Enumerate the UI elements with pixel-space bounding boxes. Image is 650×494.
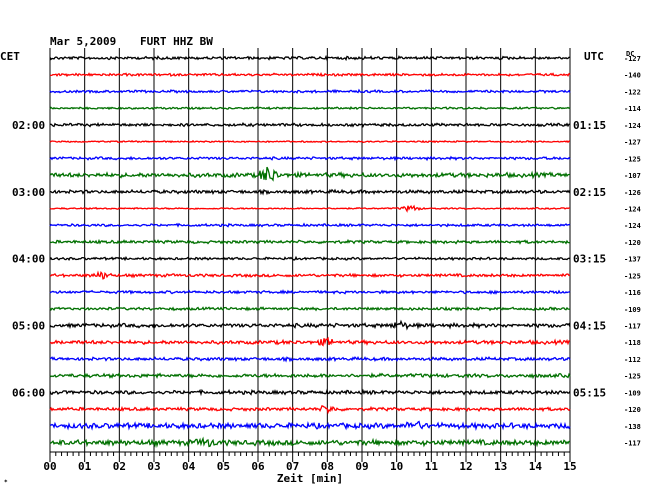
x-tick-label: 06 <box>251 460 265 473</box>
right-hour-label: 01:15 <box>573 119 606 132</box>
right-hour-label: 02:15 <box>573 186 606 199</box>
trace-row-19 <box>49 371 571 380</box>
trace-row-16 <box>49 319 571 331</box>
x-axis: 00 01 02 03 04 05 06 07 08 09 10 11 12 13 14 15 <box>43 451 577 473</box>
left-hour-label: 04:00 <box>12 253 45 266</box>
trace-row-4 <box>49 122 571 128</box>
dc-offset-label: -117 <box>624 323 641 331</box>
x-tick-label: 00 <box>43 460 56 473</box>
x-tick-label: 12 <box>459 460 472 473</box>
dc-offset-label: -125 <box>624 155 641 163</box>
trace-row-12 <box>49 255 571 262</box>
x-tick-label: 01 <box>78 460 92 473</box>
left-hour-label: 02:00 <box>12 119 45 132</box>
x-tick-label: 09 <box>355 460 368 473</box>
dc-offset-label: -120 <box>624 239 641 247</box>
trace-row-23 <box>49 436 571 448</box>
dc-offset-label: -122 <box>624 88 641 96</box>
x-tick-label: 05 <box>217 460 230 473</box>
right-hour-labels: 01:15 02:15 03:15 04:15 05:15 <box>573 119 606 400</box>
corner-mark: * <box>4 479 8 486</box>
trace-row-8 <box>49 188 571 196</box>
trace-group <box>49 54 571 448</box>
left-hour-labels: 02:00 03:00 04:00 05:00 06:00 <box>12 119 45 400</box>
trace-row-13 <box>49 270 571 280</box>
x-tick-label: 15 <box>563 460 576 473</box>
left-hour-label: 06:00 <box>12 386 45 399</box>
x-axis-title: Zeit [min] <box>277 472 343 485</box>
trace-row-2 <box>49 88 571 95</box>
trace-row-9 <box>49 204 571 213</box>
trace-row-14 <box>49 289 571 295</box>
dc-offset-label: -117 <box>624 440 641 448</box>
x-tick-label: 08 <box>321 460 334 473</box>
x-tick-label: 10 <box>390 460 403 473</box>
x-tick-label: 04 <box>182 460 196 473</box>
dc-offset-label: -138 <box>624 423 641 431</box>
trace-row-11 <box>49 238 571 245</box>
dc-offset-label: -127 <box>624 55 641 63</box>
trace-row-22 <box>49 420 571 432</box>
dc-offset-label: -112 <box>624 356 641 364</box>
dc-header-label: DC <box>626 50 634 58</box>
header-date: Mar 5,2009 <box>50 35 116 48</box>
dc-offset-label: -109 <box>624 306 641 314</box>
left-hour-label: 03:00 <box>12 186 45 199</box>
dc-offset-label: -140 <box>624 72 641 80</box>
dc-offset-label: -125 <box>624 272 641 280</box>
trace-row-0 <box>49 54 571 62</box>
dc-offset-label: -126 <box>624 189 641 197</box>
x-tick-label: 13 <box>494 460 507 473</box>
right-hour-label: 05:15 <box>573 386 606 399</box>
left-hour-label: 05:00 <box>12 320 45 333</box>
dc-offset-label: -118 <box>624 339 641 347</box>
trace-row-21 <box>49 404 571 415</box>
x-tick-label: 02 <box>113 460 126 473</box>
x-tick-label: 11 <box>425 460 439 473</box>
trace-row-6 <box>49 155 571 162</box>
dc-offset-label: -109 <box>624 389 641 397</box>
trace-row-18 <box>49 356 571 363</box>
x-tick-label: 03 <box>147 460 160 473</box>
dc-offset-label: -127 <box>624 139 641 147</box>
trace-row-5 <box>49 139 571 144</box>
minute-grid <box>49 48 571 452</box>
trace-row-10 <box>49 222 571 228</box>
dc-offset-label: -124 <box>624 222 641 230</box>
trace-row-1 <box>49 71 571 78</box>
dc-offset-label: -107 <box>624 172 641 180</box>
x-tick-label: 07 <box>286 460 299 473</box>
dc-offset-label: -114 <box>624 105 641 113</box>
trace-row-17 <box>49 336 571 347</box>
dc-offset-label: -124 <box>624 122 641 130</box>
left-timezone-label: CET <box>0 50 20 63</box>
dc-offset-label: -125 <box>624 373 641 381</box>
dc-offset-label: -124 <box>624 205 641 213</box>
trace-row-15 <box>49 305 571 312</box>
dc-offset-label: -120 <box>624 406 641 414</box>
right-hour-label: 03:15 <box>573 253 606 266</box>
trace-row-3 <box>49 105 571 111</box>
x-tick-label: 14 <box>529 460 543 473</box>
right-timezone-label: UTC <box>584 50 604 63</box>
right-hour-label: 04:15 <box>573 320 606 333</box>
trace-row-20 <box>49 388 571 397</box>
header-station: FURT HHZ BW <box>140 35 213 48</box>
dc-offset-label: -116 <box>624 289 641 297</box>
dc-offset-label: -137 <box>624 256 641 264</box>
trace-row-7 <box>49 166 571 182</box>
dc-offset-labels: -127 -140 -122 -114 -124 -127 -125 -107 -126 -124… <box>624 55 641 448</box>
